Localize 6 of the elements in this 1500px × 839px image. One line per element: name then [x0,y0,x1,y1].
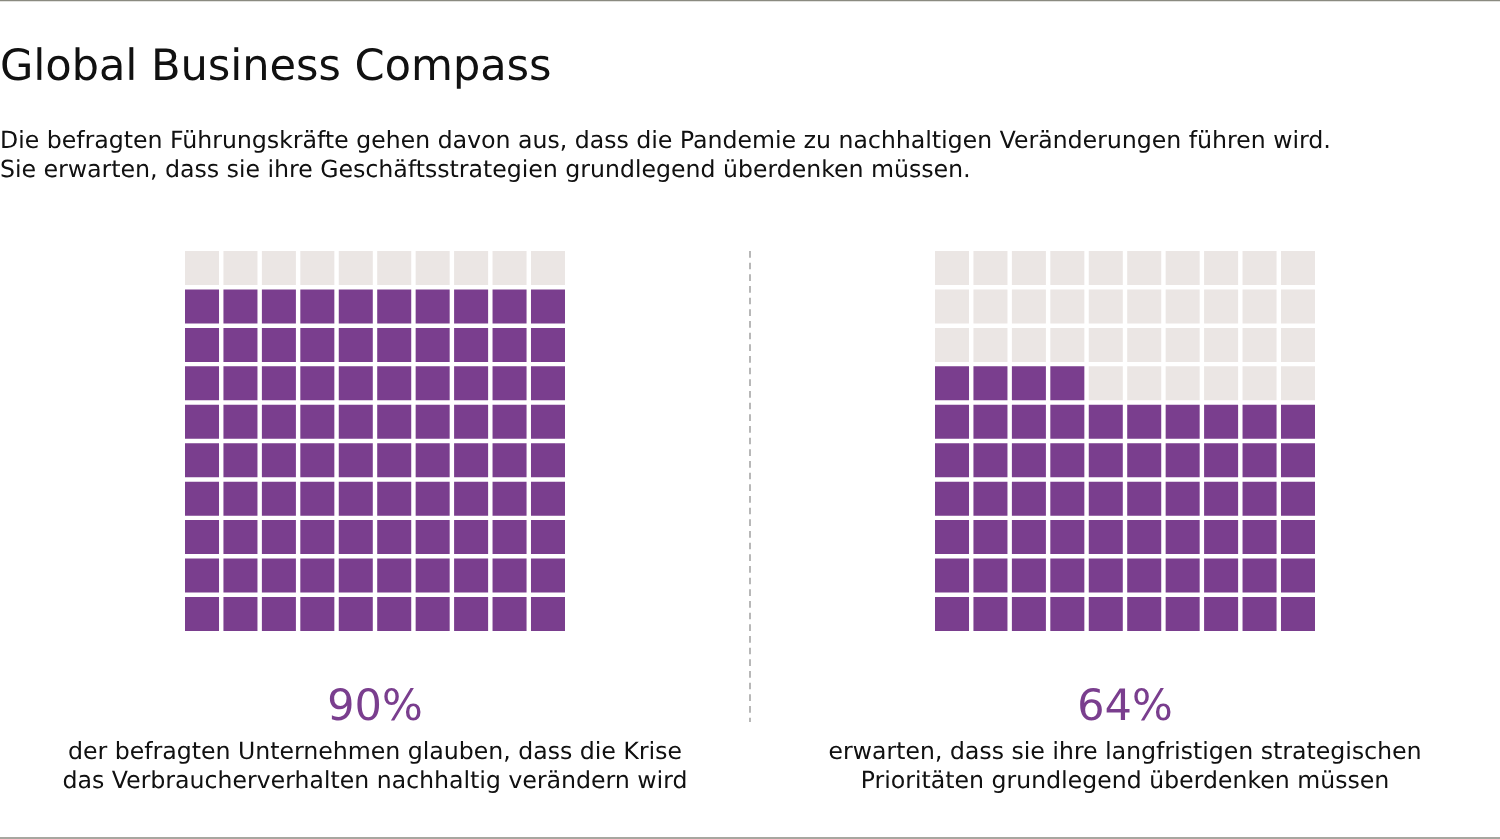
data-label: 64% [1080,687,1171,721]
data-label: 90% [329,687,421,721]
text: erwarten, dass sie ihre langfristigen strategischen Prioritäten grundlegend überdenken müssen [829,741,1420,793]
text: der befragten Unternehmen glauben, dass die Krise das Verbraucherverhalten nachhaltig verändern wird [63,741,686,793]
text: Die befragten Führungskräfte gehen davon aus, dass die Pandemie zu nachhaltigen Veränderungen führen wird. Sie erwarten, dass sie ihre Geschäftsstrategien grundlegend überdenken müssen. [1,130,1329,182]
text: Global Business Compass [2,47,550,89]
